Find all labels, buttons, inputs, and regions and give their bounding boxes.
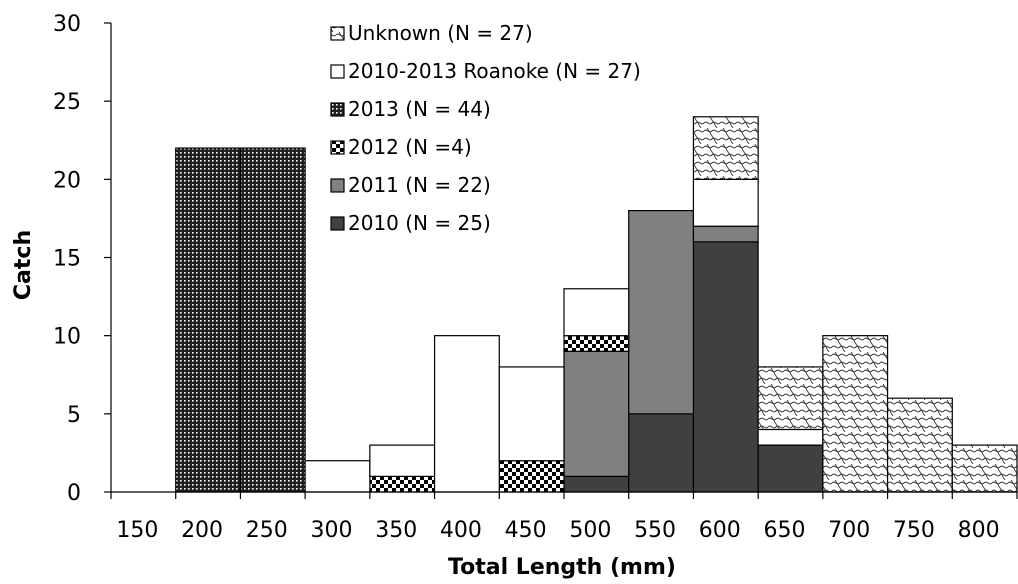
x-tick-label-500: 500 [569, 518, 611, 543]
legend-label-y2010: 2010 (N = 25) [348, 211, 491, 235]
x-axis-title: Total Length (mm) [448, 555, 676, 580]
y-tick-label-30: 30 [53, 12, 81, 37]
x-tick-label-200: 200 [181, 518, 223, 543]
y-tick-label-10: 10 [53, 325, 81, 350]
legend-label-y2011: 2011 (N = 22) [348, 173, 491, 197]
bar-y2010-500 [563, 475, 630, 493]
bar-y2010-550 [628, 413, 695, 493]
legend-swatch-unknown [330, 26, 345, 41]
x-tick-label-550: 550 [634, 518, 676, 543]
x-tick-label-600: 600 [699, 518, 741, 543]
y-tick-label-25: 25 [53, 90, 81, 115]
axes-layer: 0 5 10 15 20 25 30 150 200 250 300 350 400 450 500 550 6… [53, 12, 1018, 543]
x-tick-label-450: 450 [505, 518, 547, 543]
x-tick-label-250: 250 [246, 518, 288, 543]
y-tick-label-5: 5 [67, 403, 81, 428]
x-tick-label-750: 750 [893, 518, 935, 543]
x-tick-label-800: 800 [958, 518, 1000, 543]
legend-label-y2012: 2012 (N =4) [348, 135, 472, 159]
legend-label-y2013: 2013 (N = 44) [348, 97, 491, 121]
y-axis-title: Catch [11, 230, 36, 300]
bar-y2013-250 [239, 147, 306, 493]
bar-y2011-500 [563, 350, 630, 477]
legend: Unknown (N = 27) 2010-2013 Roanoke (N = 2… [330, 21, 641, 235]
x-tick-label-350: 350 [375, 518, 417, 543]
legend-swatch-roanoke [330, 64, 345, 79]
x-tick-label-650: 650 [764, 518, 806, 543]
bar-roanoke-400 [433, 335, 500, 493]
bar-y2012-450 [498, 460, 565, 493]
y-tick-label-0: 0 [67, 481, 81, 506]
bar-y2011-600 [692, 225, 759, 243]
bars-layer [175, 116, 1018, 493]
bar-y2010-600 [692, 241, 759, 493]
bar-roanoke-500 [563, 288, 630, 337]
bar-roanoke-450 [498, 366, 565, 462]
legend-swatch-y2013 [330, 102, 345, 117]
bar-unknown-650 [757, 366, 824, 431]
x-tick-label-150: 150 [116, 518, 158, 543]
bar-unknown-700 [822, 335, 889, 493]
bar-roanoke-300 [304, 460, 371, 493]
legend-label-roanoke: 2010-2013 Roanoke (N = 27) [348, 59, 641, 83]
y-tick-label-15: 15 [53, 247, 81, 272]
bar-y2012-350 [369, 475, 436, 493]
bar-unknown-600 [692, 116, 759, 180]
x-tick-label-300: 300 [311, 518, 353, 543]
bar-unknown-750 [886, 397, 953, 493]
legend-swatch-y2012 [330, 140, 345, 155]
bar-unknown-800 [951, 444, 1018, 493]
bar-roanoke-350 [369, 444, 436, 477]
bar-y2010-650 [757, 444, 824, 493]
y-tick-label-20: 20 [53, 168, 81, 193]
bar-y2012-500 [563, 335, 630, 352]
legend-swatch-y2010 [330, 216, 345, 231]
legend-label-unknown: Unknown (N = 27) [348, 21, 533, 45]
bar-roanoke-600 [692, 178, 759, 227]
bar-roanoke-650 [757, 428, 824, 446]
bar-y2011-550 [628, 210, 695, 415]
x-tick-label-400: 400 [440, 518, 482, 543]
bar-y2013-200 [175, 147, 242, 493]
legend-swatch-y2011 [330, 178, 345, 193]
x-tick-label-700: 700 [828, 518, 870, 543]
